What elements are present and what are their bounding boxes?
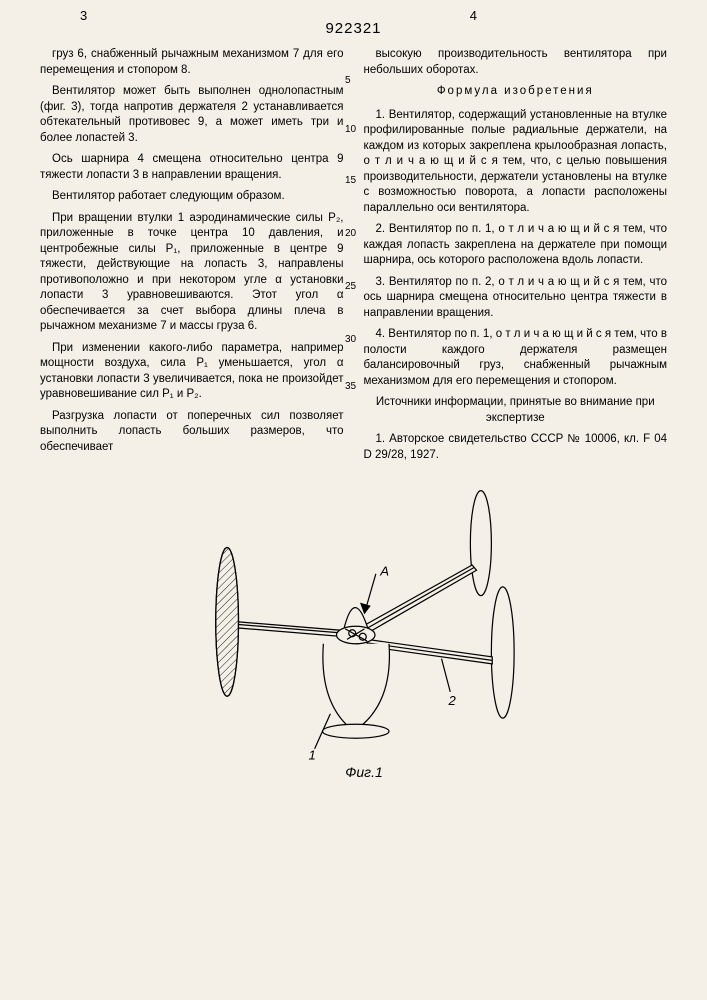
patent-number: 922321 [40,20,667,37]
claim-text: 3. Вентилятор по п. 2, о т л и ч а ю щ и… [364,275,668,322]
sources-title: Источники информации, принятые во вниман… [364,395,668,426]
left-column: груз 6, снабженный рычажным механизмом 7… [40,47,344,469]
body-text: Ось шарнира 4 смещена относительно центр… [40,152,344,183]
page-number-left: 3 [80,8,87,23]
body-text: При изменении какого-либо параметра, нап… [40,341,344,403]
line-number-column: 5 10 15 20 25 30 35 [345,50,356,392]
claim-text: 2. Вентилятор по п. 1, о т л и ч а ю щ и… [364,222,668,269]
body-text: груз 6, снабженный рычажным механизмом 7… [40,47,344,78]
body-text: Вентилятор может быть выполнен однолопас… [40,84,344,146]
line-marker: 35 [345,381,356,392]
line-marker: 25 [345,281,356,292]
line-marker: 10 [345,124,356,135]
source-text: 1. Авторское свидетельство СССР № 10006,… [364,432,668,463]
callout-2: 2 [447,693,456,708]
line-marker: 5 [345,75,356,86]
claims-title: Формула изобретения [364,84,668,100]
claim-text: 4. Вентилятор по п. 1, о т л и ч а ю щ и… [364,327,668,389]
figure-label: Фиг.1 [345,764,383,780]
body-text: Разгрузка лопасти от поперечных сил позв… [40,409,344,456]
body-text: высокую производительность вентилятора п… [364,47,668,78]
line-marker: 15 [345,175,356,186]
figure-svg: A 1 2 Фиг.1 [179,475,529,795]
right-column: высокую производительность вентилятора п… [364,47,668,469]
figure-1: A 1 2 Фиг.1 [40,475,667,800]
line-marker: 20 [345,228,356,239]
body-text: При вращении втулки 1 аэродинамические с… [40,211,344,335]
line-marker: 30 [345,334,356,345]
page-number-right: 4 [470,8,477,23]
callout-1: 1 [308,748,315,763]
body-text: Вентилятор работает следующим образом. [40,189,344,205]
claim-text: 1. Вентилятор, содержащий установленные … [364,108,668,217]
callout-A: A [379,564,389,579]
